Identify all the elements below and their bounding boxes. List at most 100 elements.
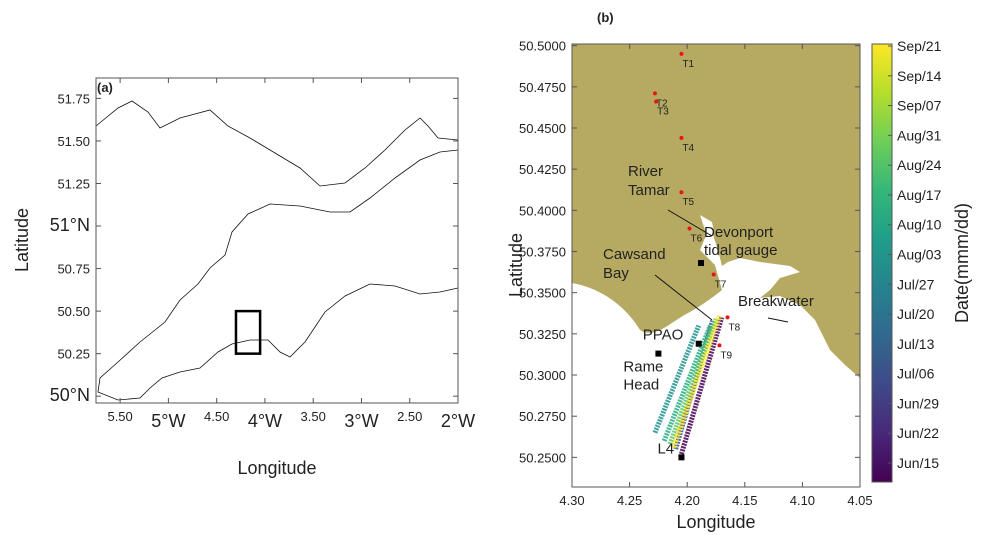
coastline <box>95 100 459 401</box>
colorbar-tick-label: Aug/03 <box>897 247 942 263</box>
y-tick-label: 50.3250 <box>519 327 566 342</box>
y-tick-label: 50.4500 <box>519 121 566 136</box>
gauge-label: tidal gauge <box>704 242 777 259</box>
landmark-label: Head <box>623 377 659 394</box>
x-tick-label: 2.50 <box>397 409 422 424</box>
y-tick-label: 50.4250 <box>519 162 566 177</box>
landmark <box>655 350 662 357</box>
x-tick-label: 4.10 <box>790 493 815 508</box>
x-tick-label: 4.15 <box>732 493 757 508</box>
y-tick-label: 51°N <box>50 215 90 235</box>
station <box>679 190 684 195</box>
y-tick-label: 51.75 <box>57 91 90 106</box>
y-tick-label: 50.50 <box>57 304 90 319</box>
station-label: T3 <box>657 107 669 118</box>
station <box>711 272 716 277</box>
station-label: T1 <box>682 59 694 70</box>
y-axis-label: Latitude <box>12 208 32 272</box>
landmark-label: Rame <box>623 359 663 376</box>
y-tick-label: 50.3500 <box>519 286 566 301</box>
station-label: T5 <box>682 197 694 208</box>
colorbar-tick-label: Aug/10 <box>897 217 942 233</box>
annotation: Bay <box>603 265 629 282</box>
glider-track <box>661 324 713 442</box>
x-tick-label: 4.25 <box>617 493 642 508</box>
landmark-label: L4 <box>657 440 674 457</box>
landmark-label: PPAO <box>643 327 684 344</box>
station <box>652 91 657 96</box>
station-label: T2 <box>656 98 668 109</box>
colorbar-tick-label: Aug/31 <box>897 127 942 143</box>
y-tick-label: 50.25 <box>57 347 90 362</box>
panel-title: (b) <box>597 10 614 25</box>
x-tick-label: 4.20 <box>675 493 700 508</box>
glider-track <box>667 318 719 446</box>
y-tick-label: 50.4750 <box>519 80 566 95</box>
x-tick-label: 5.50 <box>107 409 132 424</box>
y-axis-label: Latitude <box>506 233 526 297</box>
colorbar-tick-label: Sep/07 <box>897 98 942 114</box>
station <box>717 343 722 348</box>
x-tick-label: 2°W <box>441 411 475 431</box>
x-tick-label: 5°W <box>151 411 185 431</box>
water <box>572 232 860 487</box>
station-label: T6 <box>691 233 703 244</box>
colorbar-tick-label: Sep/14 <box>897 68 942 84</box>
colorbar-tick-label: Jul/13 <box>897 336 935 352</box>
gauge-marker <box>698 260 705 267</box>
x-tick-label: 3°W <box>344 411 378 431</box>
station <box>725 315 730 320</box>
y-tick-label: 51.50 <box>57 134 90 149</box>
annotation: Breakwater <box>738 293 814 310</box>
water <box>700 215 714 236</box>
inset-box <box>234 309 262 355</box>
colorbar-tick-label: Sep/21 <box>897 38 942 54</box>
y-tick-label: 50°N <box>50 385 90 405</box>
arrows <box>654 209 789 323</box>
annotation: River <box>628 163 663 180</box>
colorbar-tick-label: Jul/20 <box>897 306 935 322</box>
station-label: T7 <box>715 280 727 291</box>
x-tick-label: 4.30 <box>559 493 584 508</box>
landmark <box>695 340 702 347</box>
glider-track <box>652 324 702 434</box>
colorbar-tick-label: Jul/27 <box>897 276 935 292</box>
y-tick-label: 50.2750 <box>519 409 566 424</box>
colorbar-label: Date(mmm/dd) <box>952 203 972 323</box>
colorbar-tick-label: Jun/15 <box>897 455 939 471</box>
glider-track <box>671 314 722 449</box>
landmark <box>678 454 685 461</box>
gauge-label: Devonport <box>704 224 774 241</box>
annotation: Tamar <box>628 182 670 199</box>
x-axis-label: Longitude <box>676 512 755 532</box>
station <box>679 135 684 140</box>
station-label: T4 <box>682 143 694 154</box>
x-tick-label: 4.05 <box>847 493 872 508</box>
colorbar-tick-label: Jun/29 <box>897 395 939 411</box>
colorbar <box>871 43 893 483</box>
axes-frame <box>571 43 861 488</box>
colorbar-tick-label: Jul/06 <box>897 366 935 382</box>
station <box>687 226 692 231</box>
x-tick-label: 4.50 <box>204 409 229 424</box>
colorbar-tick-label: Jun/22 <box>897 425 939 441</box>
station <box>654 99 659 104</box>
annotation: Cawsand <box>603 246 666 263</box>
y-tick-label: 50.75 <box>57 262 90 277</box>
station-label: T8 <box>729 322 741 333</box>
x-tick-label: 3.50 <box>301 409 326 424</box>
panel-title: (a) <box>97 80 113 95</box>
y-tick-label: 50.5000 <box>519 39 566 54</box>
colorbar-tick-label: Aug/24 <box>897 157 942 173</box>
y-tick-label: 50.2500 <box>519 450 566 465</box>
glider-track <box>679 316 725 455</box>
axes-frame <box>95 77 459 404</box>
y-tick-label: 50.3750 <box>519 245 566 260</box>
station-label: T9 <box>720 350 732 361</box>
x-tick-label: 4°W <box>248 411 282 431</box>
y-tick-label: 51.25 <box>57 176 90 191</box>
station <box>679 51 684 56</box>
y-tick-label: 50.3000 <box>519 368 566 383</box>
x-axis-label: Longitude <box>237 458 316 478</box>
